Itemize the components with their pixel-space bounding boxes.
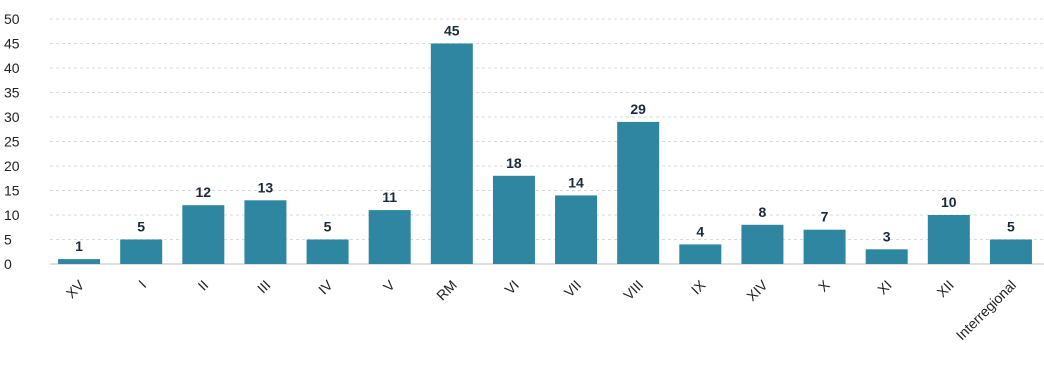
data-label: 18 bbox=[506, 155, 522, 171]
bar-v bbox=[368, 210, 411, 264]
bar-i bbox=[120, 239, 163, 264]
y-tick-label: 20 bbox=[4, 158, 20, 174]
data-label-layer: 1 5 12 13 5 11 45 18 14 29 4 8 7 3 10 5 bbox=[75, 23, 1015, 255]
bar-iii bbox=[244, 200, 287, 264]
bar-x bbox=[803, 229, 846, 264]
data-label: 4 bbox=[696, 223, 704, 239]
data-label: 7 bbox=[821, 209, 829, 225]
bar-viii bbox=[617, 121, 660, 265]
bar-interregional bbox=[989, 239, 1032, 264]
y-tick-label: 30 bbox=[4, 109, 20, 125]
bar-iv bbox=[306, 239, 349, 264]
data-label: 3 bbox=[883, 228, 891, 244]
y-tick-label: 50 bbox=[4, 11, 20, 27]
y-axis-ticks: 0 5 10 15 20 25 30 35 40 45 50 bbox=[4, 11, 20, 272]
data-label: 11 bbox=[382, 189, 397, 205]
y-tick-label: 35 bbox=[4, 85, 20, 101]
x-tick-label: VI bbox=[501, 277, 522, 298]
x-axis-ticks: XV I II III IV V RM VI VII VIII IX XIV X XI XIIInterre… bbox=[63, 276, 1019, 343]
data-label: 14 bbox=[568, 174, 584, 190]
data-label: 8 bbox=[759, 204, 767, 220]
data-label: 13 bbox=[258, 179, 274, 195]
x-tick-label: III bbox=[254, 277, 274, 297]
bar-layer bbox=[58, 43, 1032, 265]
bar-rm bbox=[430, 43, 473, 264]
x-tick-label: V bbox=[380, 276, 398, 294]
data-label: 29 bbox=[630, 101, 646, 117]
y-tick-label: 45 bbox=[4, 36, 20, 52]
x-tick-label: XV bbox=[63, 276, 88, 301]
y-tick-label: 10 bbox=[4, 207, 20, 223]
y-tick-label: 15 bbox=[4, 183, 20, 199]
bar-xv bbox=[58, 259, 101, 264]
x-tick-label: XII bbox=[934, 277, 957, 300]
x-tick-label: XIV bbox=[743, 276, 771, 304]
x-tick-label: I bbox=[135, 277, 149, 291]
bar-xii bbox=[927, 215, 970, 264]
bar-xiv bbox=[741, 224, 784, 264]
data-label: 5 bbox=[137, 219, 145, 235]
bar-ix bbox=[679, 244, 722, 264]
bar-xi bbox=[865, 249, 908, 264]
x-tick-label: IV bbox=[315, 276, 336, 297]
bar-ii bbox=[182, 205, 225, 264]
data-label: 10 bbox=[941, 194, 957, 210]
y-tick-label: 0 bbox=[4, 256, 12, 272]
bar-vi bbox=[492, 175, 535, 264]
y-tick-label: 25 bbox=[4, 134, 20, 150]
x-tick-label: VIII bbox=[620, 277, 646, 303]
data-label: 5 bbox=[324, 219, 332, 235]
data-label: 5 bbox=[1007, 219, 1015, 235]
x-tick-label: RM bbox=[433, 277, 460, 304]
y-tick-label: 5 bbox=[4, 232, 12, 248]
data-label: 12 bbox=[196, 184, 212, 200]
x-tick-label: X bbox=[815, 276, 833, 294]
x-tick-label: IX bbox=[688, 276, 709, 297]
bar-vii bbox=[555, 195, 598, 264]
data-label: 1 bbox=[75, 238, 83, 254]
x-tick-label: II bbox=[195, 277, 212, 294]
y-tick-label: 40 bbox=[4, 60, 20, 76]
data-label: 45 bbox=[444, 23, 460, 39]
x-tick-label: Interregional bbox=[953, 277, 1019, 343]
x-tick-label: XI bbox=[874, 277, 895, 298]
x-tick-label: VII bbox=[561, 277, 584, 300]
